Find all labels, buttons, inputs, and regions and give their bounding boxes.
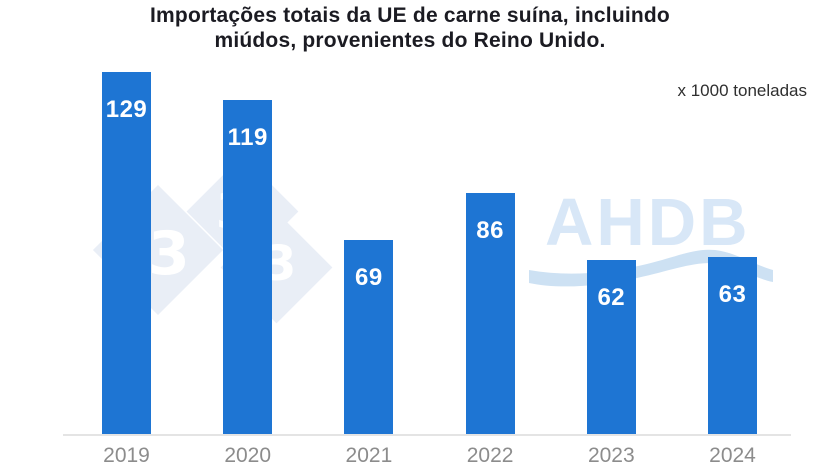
- x-axis-line: [63, 434, 791, 436]
- x-tick-label-2022: 2022: [466, 444, 514, 467]
- bar-value-label: 129: [105, 96, 148, 123]
- bar-value-label: 63: [718, 281, 747, 308]
- bar-value-label: 119: [227, 124, 268, 151]
- ahdb-watermark-text: AHDB: [545, 185, 751, 260]
- chart-title: Importações totais da UE de carne suína,…: [0, 4, 820, 54]
- bar-2023: 62: [586, 260, 636, 434]
- bar-2019: 129: [102, 72, 151, 434]
- bar-2020: 119: [223, 100, 273, 434]
- bar-2021: 69: [344, 240, 394, 434]
- bar-value-label: 69: [355, 264, 383, 291]
- chart-title-line-2: miúdos, provenientes do Reino Unido.: [214, 28, 606, 52]
- unit-label: x 1000 toneladas: [677, 81, 808, 100]
- chart-title-line-1: Importações totais da UE de carne suína,…: [150, 4, 670, 27]
- pig333-three-glyph: 3: [148, 219, 190, 289]
- bar-value-label: 62: [597, 284, 626, 311]
- x-tick-label-2019: 2019: [103, 444, 150, 467]
- bar-2022: 86: [465, 193, 515, 434]
- bar-2024: 63: [708, 257, 757, 434]
- bar-value-label: 86: [476, 217, 504, 244]
- x-tick-label-2021: 2021: [345, 444, 393, 467]
- x-tick-label-2020: 2020: [224, 444, 272, 467]
- x-tick-label-2023: 2023: [587, 444, 635, 467]
- x-tick-label-2024: 2024: [709, 444, 756, 467]
